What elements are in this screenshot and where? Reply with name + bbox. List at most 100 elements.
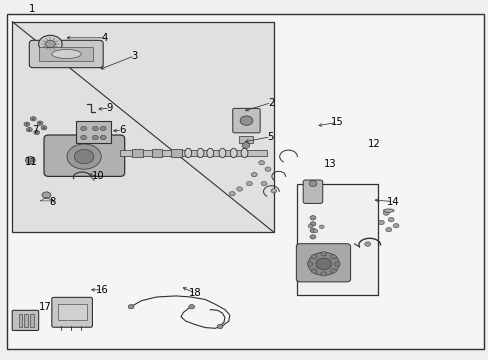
Circle shape (385, 228, 391, 232)
Bar (39, 47, 93, 61)
Circle shape (229, 192, 235, 196)
Circle shape (334, 262, 340, 266)
Circle shape (387, 217, 393, 222)
Circle shape (309, 235, 315, 239)
Text: 13: 13 (323, 159, 336, 169)
Text: 3: 3 (131, 51, 137, 61)
Bar (171, 149, 182, 157)
Circle shape (309, 222, 315, 226)
Bar (151, 149, 162, 157)
Circle shape (392, 224, 398, 228)
Circle shape (319, 225, 324, 229)
Circle shape (24, 122, 30, 126)
Text: 2: 2 (267, 98, 274, 108)
Circle shape (264, 167, 270, 171)
Circle shape (378, 220, 384, 225)
Circle shape (25, 157, 35, 164)
Circle shape (315, 258, 331, 270)
Bar (120, 150, 266, 156)
Text: 5: 5 (266, 132, 273, 142)
Circle shape (74, 149, 94, 164)
Circle shape (92, 126, 98, 131)
Circle shape (309, 216, 315, 220)
Circle shape (309, 228, 315, 233)
Ellipse shape (241, 148, 247, 158)
Circle shape (330, 269, 336, 273)
Text: 18: 18 (189, 288, 202, 298)
Ellipse shape (230, 148, 237, 158)
Text: 16: 16 (96, 285, 109, 295)
Bar (238, 136, 253, 143)
Circle shape (242, 143, 249, 148)
Circle shape (100, 126, 106, 131)
Text: 14: 14 (386, 197, 399, 207)
Text: 8: 8 (50, 197, 56, 207)
FancyBboxPatch shape (44, 135, 124, 176)
Text: 10: 10 (91, 171, 104, 181)
Text: 7: 7 (32, 125, 39, 135)
Circle shape (92, 135, 98, 140)
Circle shape (310, 269, 316, 273)
Circle shape (39, 35, 62, 53)
Circle shape (270, 189, 276, 193)
Bar (58, 304, 87, 320)
Text: 1: 1 (28, 4, 35, 14)
Text: 11: 11 (24, 157, 37, 167)
Circle shape (67, 144, 101, 169)
FancyBboxPatch shape (232, 108, 260, 133)
Circle shape (308, 181, 316, 186)
Circle shape (310, 255, 316, 259)
Bar (19, 314, 22, 327)
Circle shape (128, 305, 134, 309)
Circle shape (81, 126, 86, 131)
Text: 6: 6 (119, 125, 125, 135)
Circle shape (30, 117, 36, 121)
Circle shape (383, 211, 388, 215)
Circle shape (307, 252, 339, 275)
Circle shape (34, 130, 40, 135)
Ellipse shape (219, 148, 225, 158)
Circle shape (217, 324, 223, 329)
Bar (24, 314, 28, 327)
Bar (12, 22, 273, 232)
Circle shape (312, 229, 317, 233)
Circle shape (320, 272, 326, 276)
Text: 17: 17 (39, 302, 51, 312)
Circle shape (100, 135, 106, 140)
Circle shape (26, 127, 32, 132)
Ellipse shape (197, 148, 203, 158)
Ellipse shape (206, 148, 213, 158)
Circle shape (37, 121, 43, 125)
FancyBboxPatch shape (52, 297, 92, 327)
Text: 4: 4 (102, 33, 108, 43)
Bar (297, 184, 377, 295)
FancyBboxPatch shape (303, 180, 322, 203)
Ellipse shape (52, 49, 81, 58)
Circle shape (188, 305, 194, 309)
FancyBboxPatch shape (12, 310, 39, 330)
FancyBboxPatch shape (296, 244, 350, 282)
Text: 12: 12 (367, 139, 380, 149)
Circle shape (246, 181, 252, 186)
Circle shape (240, 116, 252, 125)
Circle shape (307, 224, 312, 228)
Circle shape (236, 187, 242, 191)
Text: 9: 9 (106, 103, 113, 113)
Ellipse shape (184, 148, 191, 158)
Bar (76, 121, 111, 143)
Circle shape (258, 161, 264, 165)
Circle shape (251, 172, 257, 177)
Circle shape (42, 192, 51, 198)
Bar (132, 149, 142, 157)
Bar (30, 314, 34, 327)
Circle shape (320, 252, 326, 256)
Circle shape (306, 262, 312, 266)
Circle shape (41, 126, 47, 130)
Text: 15: 15 (330, 117, 343, 127)
Circle shape (45, 40, 55, 48)
Circle shape (330, 255, 336, 259)
Circle shape (261, 181, 266, 186)
Circle shape (81, 135, 86, 140)
Circle shape (364, 242, 370, 246)
Ellipse shape (383, 209, 393, 212)
